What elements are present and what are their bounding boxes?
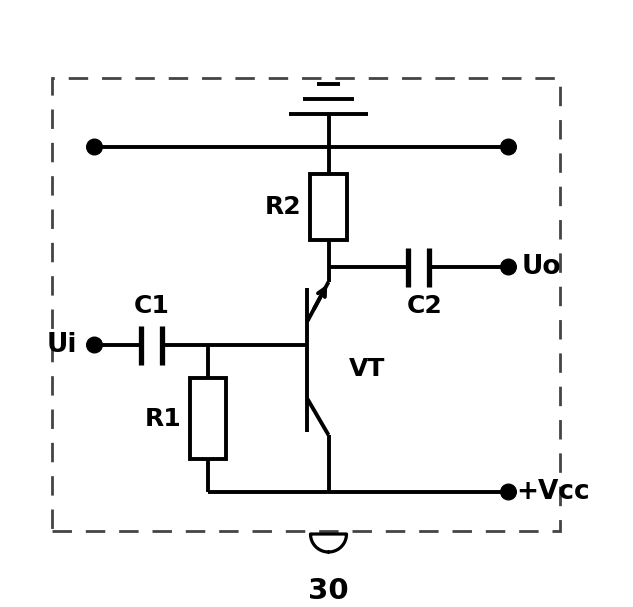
Bar (191, 378, 227, 459)
Text: VT: VT (349, 357, 385, 381)
Text: R2: R2 (265, 195, 302, 219)
Circle shape (501, 139, 517, 155)
Bar (311, 174, 346, 240)
Text: C1: C1 (134, 294, 170, 318)
Circle shape (87, 337, 103, 353)
Text: Ui: Ui (46, 332, 77, 358)
Text: 30: 30 (308, 577, 349, 605)
Text: Uo: Uo (522, 254, 561, 280)
Text: R1: R1 (145, 407, 182, 430)
Text: C2: C2 (406, 294, 442, 318)
Circle shape (501, 259, 517, 275)
Circle shape (87, 139, 103, 155)
Text: +Vcc: +Vcc (517, 479, 591, 505)
Circle shape (501, 484, 517, 500)
